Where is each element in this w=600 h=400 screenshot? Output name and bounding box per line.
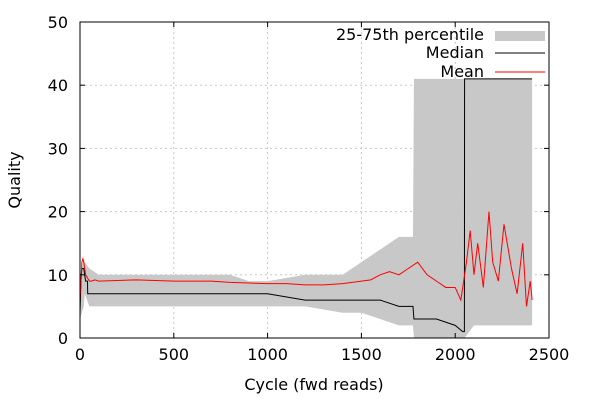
x-tick-label: 2500 [529, 345, 570, 364]
legend: 25-75th percentile Median Mean [336, 25, 545, 81]
legend-label-percentile: 25-75th percentile [336, 25, 484, 44]
plot-frame [79, 21, 550, 339]
y-tick-label: 0 [58, 329, 68, 348]
percentile-band [80, 78, 533, 338]
y-tick-label: 30 [48, 139, 68, 158]
y-axis: 0 10 20 30 40 50 [48, 13, 549, 348]
x-axis: 0 500 1000 1500 2000 2500 [75, 22, 569, 364]
legend-label-median: Median [426, 43, 484, 62]
x-tick-label: 1500 [341, 345, 382, 364]
median-line-layer [79, 78, 533, 333]
mean-line [79, 211, 533, 307]
x-tick-label: 2000 [435, 345, 476, 364]
y-tick-label: 40 [48, 76, 68, 95]
x-tick-label: 500 [159, 345, 190, 364]
y-tick-label: 20 [48, 203, 68, 222]
legend-swatch-percentile [495, 31, 545, 41]
median-line [79, 78, 533, 333]
x-tick-label: 1000 [247, 345, 288, 364]
legend-label-mean: Mean [440, 62, 484, 81]
x-tick-label: 0 [75, 345, 85, 364]
mean-line-layer [79, 211, 533, 307]
y-tick-label: 10 [48, 266, 68, 285]
x-axis-label: Cycle (fwd reads) [244, 375, 383, 394]
percentile-band-layer [80, 78, 533, 338]
y-tick-label: 50 [48, 13, 68, 32]
y-axis-label: Quality [5, 151, 24, 208]
